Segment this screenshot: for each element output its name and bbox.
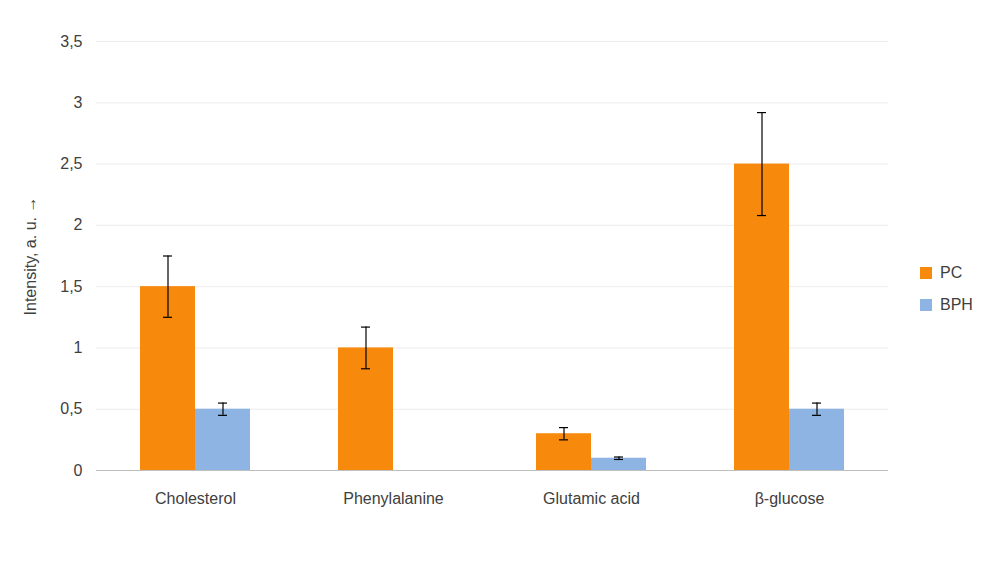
svg-text:Glutamic acid: Glutamic acid xyxy=(543,490,640,507)
svg-text:3,5: 3,5 xyxy=(60,33,82,50)
svg-text:Phenylalanine: Phenylalanine xyxy=(343,490,444,507)
svg-text:β-glucose: β-glucose xyxy=(755,490,825,507)
svg-text:2,5: 2,5 xyxy=(60,155,82,172)
svg-text:0: 0 xyxy=(74,462,83,479)
svg-text:2: 2 xyxy=(74,216,83,233)
svg-text:Cholesterol: Cholesterol xyxy=(155,490,236,507)
svg-text:0,5: 0,5 xyxy=(60,400,82,417)
html-text:PC: PC xyxy=(940,264,963,281)
svg-text:1: 1 xyxy=(74,339,83,356)
svg-text:Intensity, a. u. →: Intensity, a. u. → xyxy=(22,197,39,316)
html-text:BPH: BPH xyxy=(940,296,973,313)
svg-text:1,5: 1,5 xyxy=(60,278,82,295)
svg-text:3: 3 xyxy=(74,94,83,111)
